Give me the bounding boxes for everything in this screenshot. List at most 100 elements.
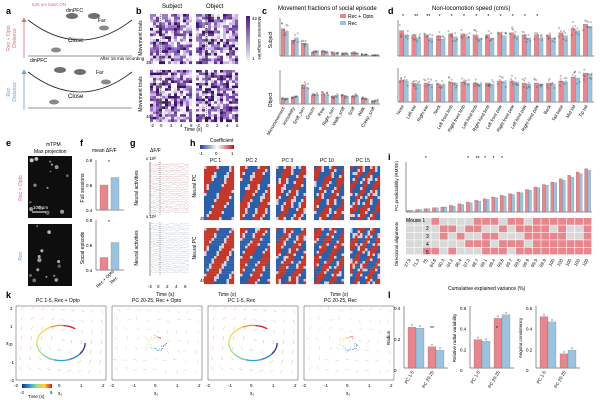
coef-cell [278, 172, 282, 176]
neuron-trace [149, 241, 190, 244]
coef-cell [250, 166, 253, 170]
i-xlabel: Cumulative explained variance (%) [448, 286, 526, 292]
heatmap-cell [202, 25, 206, 28]
coef-cell [339, 208, 342, 212]
coef-cell [298, 233, 302, 236]
heatmap-cell [214, 103, 218, 107]
coef-cell [283, 169, 287, 173]
trajectory-segment [234, 329, 238, 332]
neuron-trace [149, 179, 190, 182]
coef-cell [240, 256, 243, 259]
heatmap-cell [189, 88, 193, 91]
bar [334, 95, 339, 105]
coef-cell [298, 250, 302, 254]
trajectory-segment [261, 325, 265, 329]
coef-cell [339, 166, 342, 170]
neuron-spot [49, 160, 52, 163]
bar [473, 339, 483, 369]
heatmap-cell [202, 30, 206, 34]
d-category-label: Tail base [551, 104, 564, 122]
coef-cell [339, 233, 342, 236]
i-xtick: 99.9 [538, 258, 547, 269]
coef-cell [276, 190, 279, 194]
coef-cell [288, 187, 292, 191]
coef-cell [298, 214, 302, 218]
heatmap-cell [196, 27, 200, 31]
heatmap-cell [199, 14, 203, 17]
panel-g: g ΔF/F x 10² x 10² Neural activities Neu… [130, 138, 190, 298]
coef-cell [324, 273, 327, 277]
coef-cell [231, 233, 235, 236]
coef-cell [296, 235, 299, 239]
coef-cell [293, 268, 297, 272]
data-point [441, 80, 443, 82]
coef-cell [224, 240, 227, 244]
flow-arrow [348, 317, 353, 321]
coef-cell [360, 281, 363, 285]
coef-cell [252, 196, 256, 200]
coef-cell [329, 169, 332, 173]
coef-cell [204, 166, 207, 170]
mouse-icon [51, 47, 61, 53]
coef-cell [267, 281, 271, 285]
l-xlabel: PC 20-25 [421, 370, 435, 389]
coef-cell [303, 199, 307, 203]
coef-cell [360, 187, 363, 191]
neuron-trace [149, 250, 190, 253]
heatmap-cell [202, 16, 206, 20]
bar [509, 32, 515, 57]
coef-cell [286, 245, 289, 249]
neuron-spots [29, 156, 69, 283]
coef-cell [206, 230, 210, 234]
i-xtick: 100 [548, 258, 556, 267]
k-xlabel: x₁ [154, 391, 159, 397]
heatmap-cell [165, 103, 169, 107]
coef-cell [350, 230, 353, 234]
coef-cell [321, 175, 325, 179]
data-point [583, 68, 586, 71]
heatmap-cell [220, 85, 224, 89]
coef-cell [350, 250, 353, 254]
alignment-cell [456, 225, 465, 233]
coef-cell [221, 238, 225, 241]
heatmap-cell [168, 22, 172, 26]
heatmap-cell [177, 30, 181, 34]
coef-cell [231, 258, 235, 262]
data-point [320, 91, 323, 93]
data-point [301, 83, 304, 86]
coef-cell [372, 211, 376, 215]
coef-cell [367, 266, 371, 269]
coef-cell [331, 187, 335, 191]
coef-cell [336, 281, 340, 285]
coef-cell [257, 256, 261, 259]
coef-cell [314, 187, 317, 191]
coef-cell [260, 169, 263, 173]
coef-cell [229, 208, 232, 212]
data-point [521, 30, 524, 33]
flow-arrow [222, 326, 225, 331]
coef-cell [341, 228, 345, 231]
coef-cell [231, 256, 235, 259]
flow-arrow [355, 369, 360, 373]
heatmap-cell [217, 25, 221, 28]
coef-cell [283, 178, 287, 182]
coef-cell [296, 273, 299, 277]
coef-cell [355, 208, 358, 212]
coef-cell [278, 268, 282, 272]
coef-cell [281, 243, 284, 246]
coef-cell [211, 175, 215, 179]
coef-cell [329, 214, 332, 218]
coef-cell [211, 261, 215, 264]
coef-cell [339, 261, 342, 264]
coef-cell [319, 258, 322, 262]
bar [406, 210, 411, 213]
coef-cell [350, 211, 353, 215]
trajectory-segment [150, 347, 152, 349]
heatmap-cell [214, 39, 218, 42]
heatmap-cell [162, 52, 166, 56]
coef-cell [267, 181, 271, 185]
data-point [586, 21, 589, 23]
neuron-spot [45, 210, 50, 215]
coef-cell [375, 245, 378, 249]
coef-cell [350, 276, 353, 280]
